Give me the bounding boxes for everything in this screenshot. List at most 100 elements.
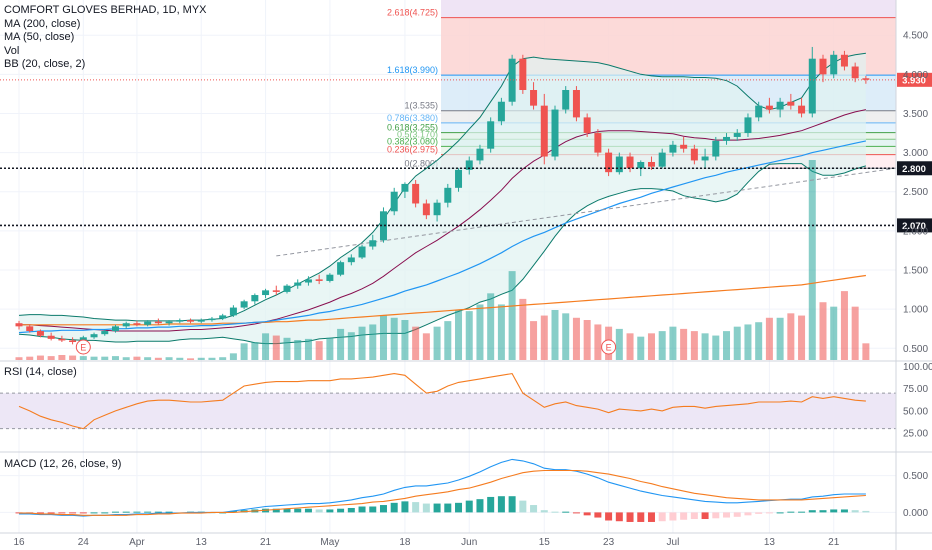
macd-histogram-bar bbox=[294, 508, 302, 513]
volume-bar bbox=[637, 336, 645, 360]
price-tick-label: 1.000 bbox=[903, 305, 928, 316]
candle-body bbox=[133, 323, 141, 325]
volume-bar bbox=[851, 306, 859, 360]
macd-tick-label: 0.000 bbox=[903, 508, 928, 519]
fib-level-label: 1(3.535) bbox=[404, 101, 438, 111]
macd-histogram-bar bbox=[347, 507, 355, 513]
candle-body bbox=[412, 183, 420, 204]
volume-bar bbox=[530, 321, 538, 360]
candle-body bbox=[283, 285, 291, 292]
price-tick-label: 3.500 bbox=[903, 109, 928, 120]
trend-line bbox=[276, 167, 897, 257]
macd-legend[interactable]: MACD (12, 26, close, 9) bbox=[4, 458, 122, 470]
volume-bar bbox=[15, 357, 23, 360]
ma200-line bbox=[19, 274, 866, 326]
candle-body bbox=[47, 335, 55, 339]
x-tick-label: May bbox=[320, 537, 339, 548]
ma200-legend[interactable]: MA (200, close) bbox=[4, 17, 81, 30]
volume-bar bbox=[144, 357, 152, 360]
candle-body bbox=[787, 101, 795, 106]
macd-histogram-bar bbox=[712, 512, 720, 519]
volume-bar bbox=[658, 331, 666, 360]
candle-body bbox=[251, 295, 259, 302]
volume-bar bbox=[444, 321, 452, 360]
bollinger-bands bbox=[18, 52, 867, 345]
ma50-legend[interactable]: MA (50, close) bbox=[4, 31, 75, 43]
volume-bar bbox=[165, 357, 173, 360]
price-line-tag bbox=[897, 218, 932, 233]
candle-body bbox=[519, 58, 527, 90]
price-tick-label: 2.500 bbox=[903, 187, 928, 198]
volume-bar bbox=[497, 304, 505, 360]
macd-histogram-bar bbox=[358, 506, 366, 513]
candle-body bbox=[111, 326, 119, 332]
candle-body bbox=[647, 162, 655, 167]
volume-bar bbox=[219, 357, 227, 360]
bb-fill bbox=[19, 53, 866, 344]
rsi-line bbox=[18, 372, 866, 430]
volume-bar bbox=[615, 328, 623, 360]
volume-bar bbox=[197, 357, 205, 360]
volume-bar bbox=[680, 328, 688, 360]
volume-bar bbox=[508, 271, 516, 360]
volume-bar bbox=[723, 331, 731, 360]
macd-histogram-bar bbox=[637, 512, 645, 522]
volume-bar bbox=[572, 317, 580, 360]
macd-histogram-bar bbox=[229, 510, 237, 513]
macd-histogram-bar bbox=[605, 512, 613, 521]
macd-histogram-bar bbox=[690, 512, 698, 520]
bb-legend[interactable]: BB (20, close, 2) bbox=[4, 58, 86, 70]
rsi-legend[interactable]: RSI (14, close) bbox=[4, 366, 77, 378]
volume-bar bbox=[101, 356, 109, 360]
macd-histogram-bar bbox=[422, 503, 430, 513]
macd-histogram-bar bbox=[755, 512, 763, 514]
volume-bar bbox=[787, 313, 795, 360]
last-price-tag-label: 3.930 bbox=[902, 75, 926, 86]
candle-body bbox=[444, 187, 452, 203]
volume-bar bbox=[798, 315, 806, 360]
volume-bar bbox=[283, 337, 291, 360]
candle-body bbox=[669, 144, 677, 153]
price-tick-label: 1.500 bbox=[903, 266, 928, 277]
macd-histogram-bar bbox=[79, 512, 87, 514]
volume-bar bbox=[122, 357, 130, 360]
volume-bar bbox=[862, 343, 870, 360]
volume-bar bbox=[111, 356, 119, 360]
candle-body bbox=[572, 90, 580, 118]
price-line-tag bbox=[897, 161, 932, 176]
volume-bar bbox=[765, 317, 773, 360]
macd-histogram-bar bbox=[701, 512, 709, 520]
macd-tick-label: 0.500 bbox=[903, 471, 928, 482]
macd-histogram-bar bbox=[540, 510, 548, 513]
x-tick-label: 23 bbox=[603, 537, 615, 548]
x-tick-label: 24 bbox=[78, 537, 90, 548]
candle-body bbox=[701, 156, 709, 161]
macd-histogram-bar bbox=[487, 496, 495, 513]
candle-body bbox=[765, 105, 773, 110]
macd-histogram-bar bbox=[851, 510, 859, 513]
signal-line bbox=[19, 469, 866, 516]
volume-bar bbox=[187, 358, 195, 360]
macd-histogram-bar bbox=[433, 503, 441, 513]
macd-histogram-bar bbox=[133, 511, 141, 513]
candle-body bbox=[487, 121, 495, 149]
candle-body bbox=[680, 144, 688, 149]
macd-histogram-bar bbox=[304, 508, 312, 513]
candle-body bbox=[615, 156, 623, 173]
macd-histogram-bar bbox=[723, 512, 731, 518]
volume-bar bbox=[304, 338, 312, 360]
volume-bar bbox=[669, 326, 677, 360]
volume-bar bbox=[819, 302, 827, 360]
macd-histogram-bar bbox=[583, 512, 591, 516]
volume-bar bbox=[154, 357, 162, 360]
macd-histogram-bar bbox=[551, 511, 559, 513]
rsi-band bbox=[0, 393, 896, 429]
volume-legend[interactable]: Vol bbox=[4, 44, 20, 57]
macd-histogram-bar bbox=[647, 512, 655, 522]
candle-body bbox=[197, 320, 205, 322]
volume-bar bbox=[647, 333, 655, 360]
volume-bar bbox=[733, 326, 741, 360]
x-tick-label: Jun bbox=[461, 537, 477, 548]
fib-level-label: 0.618(3.255) bbox=[387, 123, 438, 133]
volume-bar bbox=[262, 333, 270, 360]
